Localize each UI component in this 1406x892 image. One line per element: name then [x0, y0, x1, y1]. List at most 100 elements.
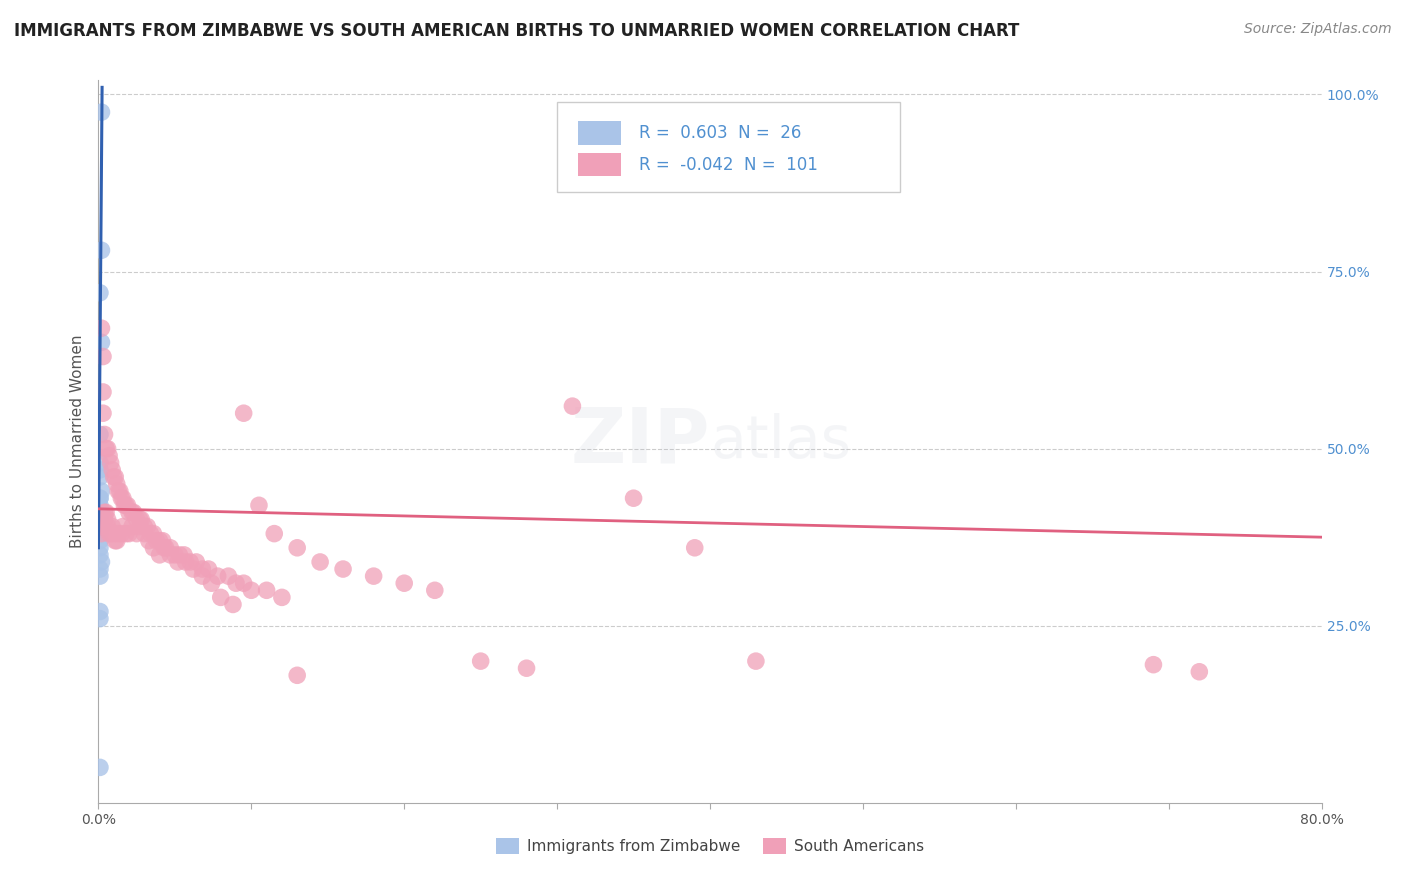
Text: R =  0.603  N =  26: R = 0.603 N = 26	[640, 124, 801, 142]
Point	[103, 526, 125, 541]
Point	[90, 105, 112, 120]
Point	[142, 526, 165, 541]
Point	[89, 548, 111, 562]
Point	[89, 541, 111, 555]
Bar	[578, 153, 620, 177]
Point	[1188, 665, 1211, 679]
Point	[240, 583, 263, 598]
Point	[118, 526, 141, 541]
Point	[110, 491, 132, 506]
Point	[285, 668, 308, 682]
Point	[142, 541, 165, 555]
Point	[139, 526, 162, 541]
Point	[623, 491, 645, 506]
Point	[149, 548, 172, 562]
Point	[149, 533, 172, 548]
FancyBboxPatch shape	[557, 102, 900, 193]
Point	[232, 576, 254, 591]
Point	[91, 384, 114, 399]
Point	[112, 498, 135, 512]
Point	[89, 285, 111, 300]
Point	[107, 526, 129, 541]
Point	[392, 576, 416, 591]
Point	[516, 661, 538, 675]
Point	[101, 463, 124, 477]
Point	[129, 512, 152, 526]
Point	[103, 470, 125, 484]
Point	[98, 449, 121, 463]
Point	[90, 505, 112, 519]
Point	[169, 548, 191, 562]
Point	[93, 427, 115, 442]
Point	[89, 605, 111, 619]
Point	[125, 512, 148, 526]
Point	[200, 576, 222, 591]
Point	[105, 533, 128, 548]
Point	[89, 470, 111, 484]
Point	[745, 654, 768, 668]
Point	[93, 505, 115, 519]
Point	[128, 519, 150, 533]
Text: Source: ZipAtlas.com: Source: ZipAtlas.com	[1244, 22, 1392, 37]
Point	[174, 555, 197, 569]
Point	[209, 591, 232, 605]
Point	[159, 548, 181, 562]
Point	[90, 321, 112, 335]
Point	[1142, 657, 1164, 672]
Point	[89, 562, 111, 576]
Point	[89, 569, 111, 583]
Point	[115, 498, 138, 512]
Point	[423, 583, 446, 598]
Text: R =  -0.042  N =  101: R = -0.042 N = 101	[640, 156, 818, 174]
Point	[89, 526, 111, 541]
Point	[167, 555, 190, 569]
Point	[89, 456, 111, 470]
Point	[90, 526, 112, 541]
Point	[101, 519, 124, 533]
Point	[94, 505, 117, 519]
Point	[186, 555, 208, 569]
Point	[90, 519, 112, 533]
Point	[256, 583, 278, 598]
Point	[115, 526, 138, 541]
Point	[263, 526, 285, 541]
Point	[93, 512, 115, 526]
Point	[163, 548, 186, 562]
Point	[134, 526, 156, 541]
Point	[136, 519, 159, 533]
Point	[89, 491, 111, 506]
Point	[100, 456, 122, 470]
Point	[91, 350, 114, 364]
Point	[181, 562, 204, 576]
Point	[138, 533, 160, 548]
Point	[98, 526, 121, 541]
Point	[111, 491, 134, 506]
Bar	[578, 121, 620, 145]
Point	[91, 519, 114, 533]
Point	[561, 399, 583, 413]
Point	[97, 512, 120, 526]
Legend: Immigrants from Zimbabwe, South Americans: Immigrants from Zimbabwe, South American…	[491, 832, 929, 860]
Point	[100, 526, 122, 541]
Point	[90, 244, 112, 258]
Point	[89, 512, 111, 526]
Point	[117, 498, 139, 512]
Point	[247, 498, 270, 512]
Point	[153, 541, 176, 555]
Point	[232, 406, 254, 420]
Point	[470, 654, 492, 668]
Point	[91, 406, 114, 420]
Point	[207, 569, 229, 583]
Point	[107, 484, 129, 499]
Point	[121, 505, 143, 519]
Point	[104, 533, 127, 548]
Point	[159, 541, 181, 555]
Point	[309, 555, 332, 569]
Point	[90, 555, 112, 569]
Point	[89, 427, 111, 442]
Point	[90, 335, 112, 350]
Point	[222, 598, 245, 612]
Point	[134, 519, 156, 533]
Point	[125, 526, 148, 541]
Point	[89, 612, 111, 626]
